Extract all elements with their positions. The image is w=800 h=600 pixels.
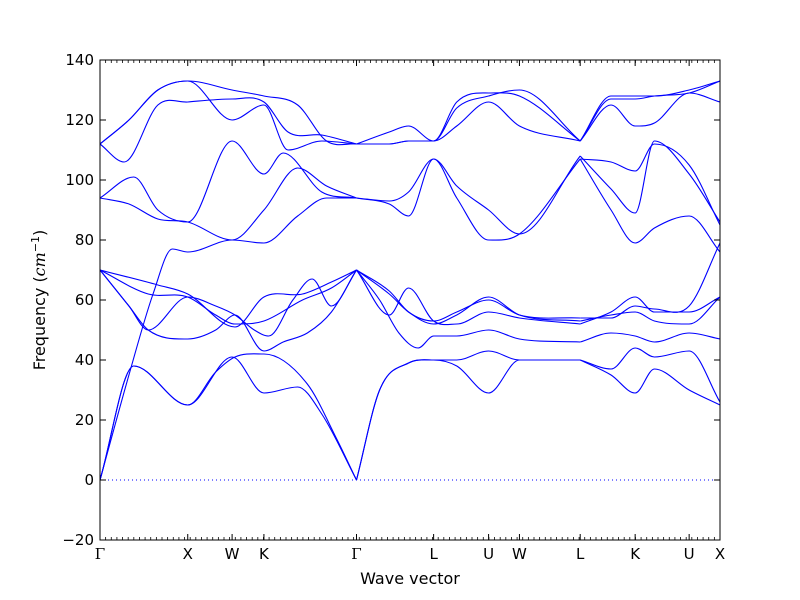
band-line-26 <box>580 332 720 343</box>
x-tick-label: Γ <box>351 545 361 563</box>
y-tick-label: 140 <box>65 51 94 69</box>
band-line-24 <box>579 359 720 406</box>
band-line-12 <box>100 80 357 146</box>
y-tick-label: 0 <box>84 471 94 489</box>
band-line-2 <box>100 353 357 481</box>
band-line-33 <box>579 92 720 142</box>
band-line-6 <box>100 269 357 328</box>
y-tick-label: 120 <box>65 111 94 129</box>
x-tick-label: X <box>715 545 725 563</box>
band-line-18 <box>356 269 581 322</box>
x-tick-label: K <box>630 545 641 563</box>
y-axis-title-close: ) <box>30 230 49 236</box>
y-ticks-layer: −20 0 20 40 60 80 100 120 140 <box>62 51 720 549</box>
band-line-9 <box>100 140 357 223</box>
x-tick-label: U <box>684 545 695 563</box>
band-line-14 <box>355 350 581 481</box>
band-line-4 <box>100 269 357 337</box>
y-axis-title-exp: −1 <box>29 236 42 252</box>
x-axis-title: Wave vector <box>360 569 460 588</box>
x-tick-label: W <box>225 545 240 563</box>
y-axis-title: Frequency (cm−1) <box>29 230 49 371</box>
y-tick-label: −20 <box>62 531 94 549</box>
y-axis-title-unit: cm <box>30 252 49 276</box>
x-tick-label: L <box>429 545 438 563</box>
band-line-27 <box>579 296 720 325</box>
band-line-32 <box>580 143 720 226</box>
y-tick-label: 100 <box>65 171 94 189</box>
y-tick-label: 60 <box>75 291 94 309</box>
band-line-23 <box>356 92 581 145</box>
band-line-29 <box>580 242 720 319</box>
y-tick-label: 40 <box>75 351 94 369</box>
band-line-34 <box>579 80 720 142</box>
band-line-15 <box>356 269 581 349</box>
bands-layer <box>100 80 720 481</box>
plot-area-background <box>100 60 720 540</box>
band-line-31 <box>579 140 720 223</box>
y-tick-label: 20 <box>75 411 94 429</box>
band-line-8 <box>100 167 357 241</box>
x-tick-label: Γ <box>95 545 105 563</box>
band-line-25 <box>580 347 720 403</box>
minor-ticks-layer <box>99 60 721 540</box>
x-tick-label: U <box>483 545 494 563</box>
band-line-10 <box>100 97 357 163</box>
band-line-5 <box>100 269 357 325</box>
x-tick-label: W <box>512 545 527 563</box>
band-line-28 <box>580 296 720 325</box>
band-line-30 <box>579 158 720 253</box>
band-line-16 <box>356 269 581 326</box>
y-tick-label: 80 <box>75 231 94 249</box>
x-tick-label: X <box>183 545 193 563</box>
x-tick-label: K <box>259 545 270 563</box>
band-line-21 <box>356 101 581 145</box>
y-axis-title-text: Frequency ( <box>30 276 49 370</box>
band-line-7 <box>100 197 357 481</box>
band-line-35 <box>579 80 720 142</box>
x-tick-label: L <box>576 545 585 563</box>
band-line-20 <box>356 155 581 235</box>
